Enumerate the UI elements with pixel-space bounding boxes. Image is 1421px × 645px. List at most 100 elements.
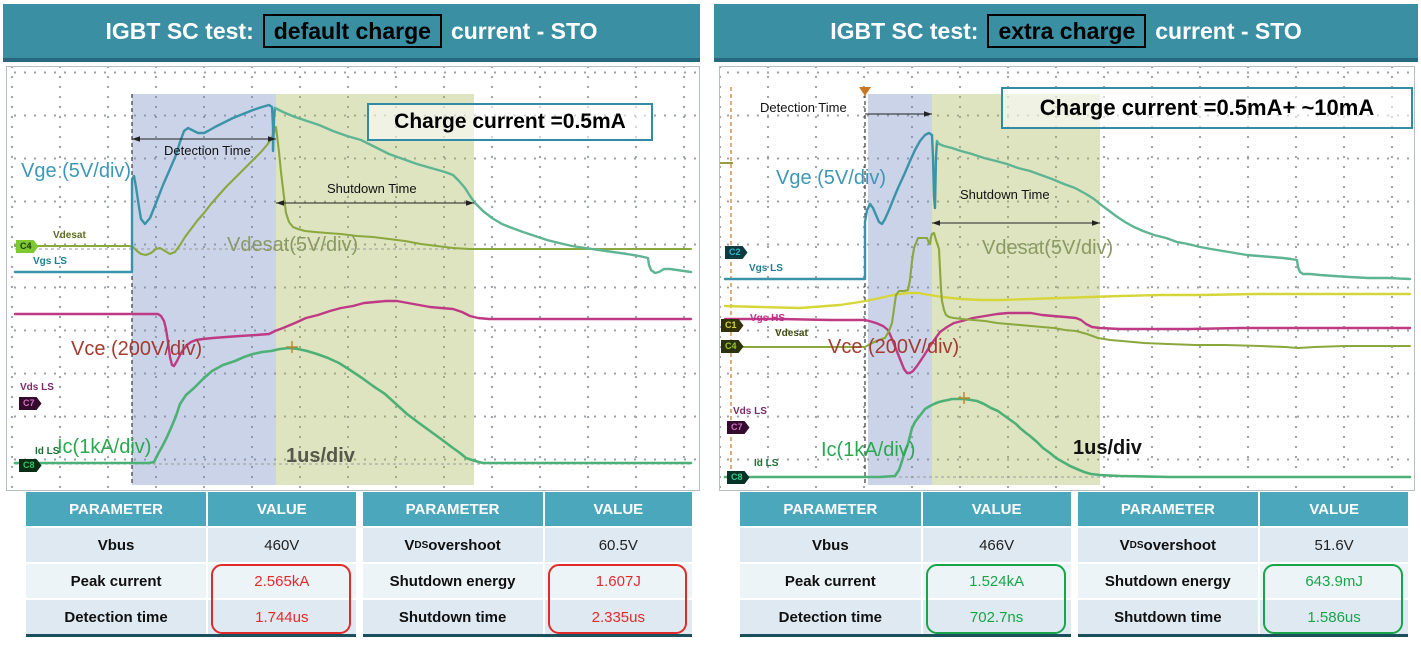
param-cell: Shutdown time	[1077, 600, 1259, 634]
channel-tag-c4: C4	[16, 240, 39, 253]
table-row: Shutdown time 2.335us	[362, 600, 692, 634]
table-row: V DS overshoot 51.6V	[1077, 528, 1408, 562]
column-header: VALUE	[922, 492, 1071, 526]
param-cell: Shutdown time	[362, 600, 543, 634]
vgs-ls-tag-label: Vgs LS	[749, 263, 783, 274]
column-header: VALUE	[544, 492, 692, 526]
param-cell: Shutdown energy	[1077, 564, 1259, 598]
ic-trace	[723, 397, 1412, 479]
shutdown-table: PARAMETER VALUE V DS overshoot 51.6V Shut…	[1077, 492, 1408, 637]
value-cell: 466V	[922, 528, 1071, 562]
shutdown-region	[276, 94, 474, 485]
current-table: PARAMETER VALUE Vbus 460V Peak current 2…	[26, 492, 356, 637]
param-cell: Shutdown energy	[362, 564, 543, 598]
column-header: PARAMETER	[1077, 492, 1259, 526]
value-cell: 1.524kA	[922, 564, 1071, 598]
vce-trace	[13, 299, 693, 368]
arrow-right-icon	[466, 200, 474, 206]
detection-time-label: Detection Time	[164, 143, 251, 158]
timebase-label: 1us/div	[286, 445, 355, 467]
value-cell: 2.335us	[544, 600, 692, 634]
vge-trace-rise	[723, 131, 939, 281]
panel-default-charge: IGBT SC test: default charge current - S…	[0, 0, 703, 645]
vce-trace	[723, 311, 1412, 375]
waveform-plot	[13, 94, 693, 485]
title-boxed-phrase: default charge	[262, 14, 442, 48]
table-row: Vbus 460V	[26, 528, 356, 562]
table-row: Shutdown energy 643.9mJ	[1077, 564, 1408, 598]
measurement-tables: PARAMETER VALUE Vbus 460V Peak current 2…	[26, 492, 692, 637]
title-boxed-phrase: extra charge	[987, 14, 1147, 48]
vce-scale-label: Vce (200V/div)	[71, 338, 203, 360]
arrow-right-icon	[924, 111, 932, 117]
charge-current-callout: Charge current =0.5mA	[367, 103, 653, 141]
value-cell: 1.607J	[544, 564, 692, 598]
value-cell: 643.9mJ	[1260, 564, 1408, 598]
trigger-marker-icon	[859, 87, 871, 96]
param-cell: V DS overshoot	[362, 528, 543, 562]
table-row: Peak current 2.565kA	[26, 564, 356, 598]
ic-scale-label: Ic(1kA/div)	[57, 436, 152, 458]
vds-ls-tag-label: Vds LS	[733, 406, 767, 417]
waveform-plot	[720, 87, 1412, 485]
value-cell: 1.744us	[208, 600, 356, 634]
param-cell: Vbus	[26, 528, 207, 562]
column-header: PARAMETER	[362, 492, 543, 526]
shutdown-time-label: Shutdown Time	[327, 181, 417, 196]
oscilloscope-capture: Vge (5V/div) Vdesat(5V/div) Vce (200V/di…	[6, 66, 700, 491]
arrow-right-icon	[268, 136, 276, 142]
table-row: Shutdown time 1.586us	[1077, 600, 1408, 634]
title-prefix: IGBT SC test:	[830, 17, 979, 44]
detection-region	[132, 94, 276, 485]
vdesat-trace	[13, 125, 693, 257]
arrow-left-icon	[932, 220, 940, 226]
arrow-left-icon	[276, 200, 284, 206]
detection-time-label: Detection Time	[760, 100, 847, 115]
param-cell: Vbus	[740, 528, 921, 562]
channel-tag-c8: C8	[727, 471, 750, 484]
title-prefix: IGBT SC test:	[105, 17, 254, 44]
shutdown-table: PARAMETER VALUE V DS overshoot 60.5V Shut…	[362, 492, 692, 637]
vgs-hs-trace	[723, 291, 1412, 310]
vgs-hs-tag-label: Vgs HS	[750, 313, 786, 324]
table-row: Detection time 1.744us	[26, 600, 356, 634]
detection-region	[868, 94, 932, 485]
value-cell: 60.5V	[544, 528, 692, 562]
panel-title: IGBT SC test: extra charge current - STO	[714, 4, 1418, 62]
column-header: PARAMETER	[740, 492, 921, 526]
vge-trace-fall	[935, 139, 1412, 281]
table-row: Peak current 1.524kA	[740, 564, 1071, 598]
ic-scale-label: Ic(1kA/div)	[821, 439, 916, 461]
param-cell: V DS overshoot	[1077, 528, 1259, 562]
vdesat-trace	[723, 231, 1412, 350]
column-header: PARAMETER	[26, 492, 207, 526]
channel-tag-c7: C7	[727, 421, 750, 434]
channel-tag-c1: C1	[721, 319, 744, 332]
title-suffix: current - STO	[450, 17, 598, 44]
channel-tag-c4: C4	[721, 340, 744, 353]
param-cell: Detection time	[26, 600, 207, 634]
panel-title: IGBT SC test: default charge current - S…	[3, 4, 700, 62]
param-cell: Peak current	[740, 564, 921, 598]
column-header: VALUE	[208, 492, 356, 526]
current-table: PARAMETER VALUE Vbus 466V Peak current 1…	[740, 492, 1071, 637]
channel-tag-c7: C7	[19, 397, 42, 410]
timebase-label: 1us/div	[1073, 437, 1142, 459]
id-ls-tag-label: Id LS	[754, 458, 779, 469]
vge-trace-rise	[13, 103, 277, 274]
shutdown-time-label: Shutdown Time	[960, 187, 1050, 202]
arrow-left-icon	[132, 136, 140, 142]
shutdown-region	[932, 94, 1100, 485]
vdesat-scale-label: Vdesat(5V/div)	[227, 234, 359, 256]
ic-trace	[13, 346, 693, 465]
column-header: VALUE	[1260, 492, 1408, 526]
table-row: Shutdown energy 1.607J	[362, 564, 692, 598]
value-cell: 1.586us	[1260, 600, 1408, 634]
title-suffix: current - STO	[1155, 17, 1302, 44]
param-cell: Detection time	[740, 600, 921, 634]
charge-current-callout: Charge current =0.5mA+ ~10mA	[1001, 87, 1413, 129]
value-cell: 460V	[208, 528, 356, 562]
value-cell: 2.565kA	[208, 564, 356, 598]
table-row: Vbus 466V	[740, 528, 1071, 562]
